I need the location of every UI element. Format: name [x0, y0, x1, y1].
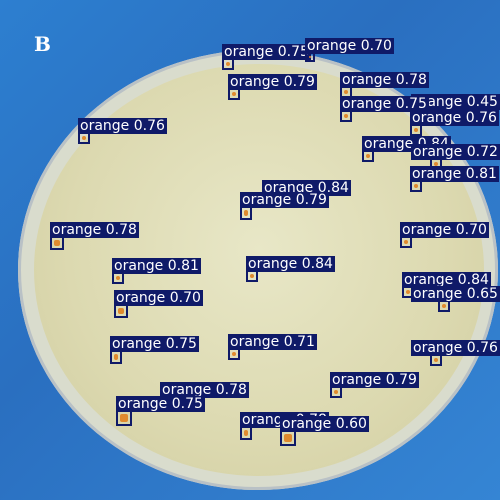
colony	[404, 240, 408, 244]
detection-label: orange 0.78	[50, 222, 139, 238]
colony	[434, 162, 438, 166]
detection-box: orange 0.70	[305, 38, 394, 62]
detection-label: orange 0.75	[116, 396, 205, 412]
detection-label: orange 0.65	[411, 286, 500, 302]
detection-label: orange 0.79	[330, 372, 419, 388]
colony	[118, 308, 124, 314]
detection-box: orange 0.71	[228, 334, 317, 360]
detection-label: orange 0.75	[110, 336, 199, 352]
colony	[334, 390, 338, 394]
detection-box: orange 0.81	[112, 258, 201, 284]
colony	[366, 154, 370, 158]
colony	[309, 56, 311, 58]
colony	[116, 276, 120, 280]
detection-box: orange 0.84	[246, 256, 335, 282]
detection-label: orange 0.72	[411, 144, 500, 160]
panel-letter: B	[34, 32, 51, 56]
detection-box: orange 0.78	[240, 412, 329, 440]
detection-label: orange 0.78	[340, 72, 429, 88]
colony	[120, 414, 128, 422]
detection-box: orange 0.79	[330, 372, 419, 398]
detection-box: orange 0.75	[340, 96, 429, 122]
detection-label: orange 0.76	[78, 118, 167, 134]
detection-box: orange 0.81	[410, 166, 499, 192]
detection-box: orange 0.72	[411, 144, 500, 170]
detection-box: orange 0.76	[411, 340, 500, 366]
detection-box: orange 0.70	[400, 222, 489, 248]
detection-box: orange 0.75	[116, 396, 205, 426]
colony	[114, 354, 118, 360]
detection-box: orange 0.45	[411, 94, 500, 120]
detection-box: orange 0.78	[160, 382, 249, 408]
detection-label: orange 0.84	[402, 272, 491, 288]
detection-label: orange 0.75	[340, 96, 429, 112]
colony	[226, 62, 230, 66]
detection-label: orange 0.81	[112, 258, 201, 274]
detection-box: orange 0.84	[362, 136, 451, 162]
detection-label: orange 0.78	[160, 382, 249, 398]
detection-label: orange 0.71	[228, 334, 317, 350]
colony	[442, 304, 446, 308]
colony	[284, 434, 292, 442]
colony	[344, 114, 348, 118]
colony	[82, 136, 86, 140]
detection-box: orange 0.60	[280, 416, 369, 446]
colony	[406, 290, 410, 294]
detection-box: orange 0.76	[78, 118, 167, 144]
detection-label: orange 0.76	[411, 340, 500, 356]
colony	[344, 90, 348, 94]
detection-label: orange 0.70	[305, 38, 394, 54]
detection-label: orange 0.76	[410, 110, 499, 126]
colony	[232, 92, 236, 96]
detection-box: orange 0.65	[411, 286, 500, 312]
detection-label: orange 0.81	[410, 166, 499, 182]
colony	[414, 184, 418, 188]
detection-box: orange 0.75	[110, 336, 199, 364]
detection-label: orange 0.79	[228, 74, 317, 90]
detection-box: orange 0.75	[222, 44, 311, 70]
colony	[54, 240, 60, 246]
detection-label: orange 0.79	[240, 192, 329, 208]
colony	[244, 210, 248, 216]
detection-label: orange 0.70	[400, 222, 489, 238]
detection-box: orange 0.79	[228, 74, 317, 100]
detection-label: orange 0.84	[246, 256, 335, 272]
detection-label: orange 0.60	[280, 416, 369, 432]
colony	[434, 358, 438, 362]
detection-box: orange 0.78	[50, 222, 139, 250]
detection-box: orange 0.70	[114, 290, 203, 318]
detection-label: orange 0.70	[114, 290, 203, 306]
colony	[250, 274, 254, 278]
colony	[244, 430, 248, 436]
detection-label: orange 0.45	[411, 94, 500, 110]
colony	[232, 352, 236, 356]
colony	[414, 128, 418, 132]
detection-box: orange 0.84	[402, 272, 491, 298]
detection-label: orange 0.75	[222, 44, 311, 60]
detection-box: orange 0.79	[240, 192, 329, 220]
detection-box: orange 0.76	[410, 110, 499, 136]
